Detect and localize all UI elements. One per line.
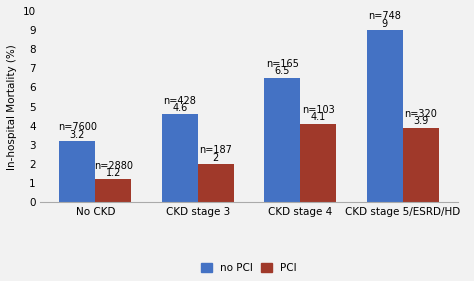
- Text: n=320: n=320: [404, 109, 437, 119]
- Bar: [301, 124, 336, 202]
- Legend: no PCI, PCI: no PCI, PCI: [197, 259, 301, 278]
- Text: n=428: n=428: [164, 96, 196, 106]
- Text: 4.6: 4.6: [172, 103, 188, 113]
- Text: 3.2: 3.2: [70, 130, 85, 140]
- Bar: [162, 114, 198, 202]
- Text: 9: 9: [382, 19, 388, 29]
- Text: 4.1: 4.1: [310, 112, 326, 122]
- Y-axis label: In-hospital Mortality (%): In-hospital Mortality (%): [7, 44, 17, 169]
- Bar: [264, 78, 301, 202]
- Text: n=7600: n=7600: [58, 123, 97, 132]
- Text: 6.5: 6.5: [275, 66, 290, 76]
- Bar: [403, 128, 439, 202]
- Text: n=187: n=187: [200, 146, 232, 155]
- Text: n=165: n=165: [266, 59, 299, 69]
- Text: 2: 2: [213, 153, 219, 162]
- Text: 1.2: 1.2: [106, 168, 121, 178]
- Bar: [198, 164, 234, 202]
- Bar: [59, 141, 95, 202]
- Text: n=748: n=748: [368, 12, 401, 21]
- Text: 3.9: 3.9: [413, 116, 428, 126]
- Bar: [95, 179, 131, 202]
- Bar: [367, 30, 403, 202]
- Text: n=2880: n=2880: [94, 161, 133, 171]
- Text: n=103: n=103: [302, 105, 335, 115]
